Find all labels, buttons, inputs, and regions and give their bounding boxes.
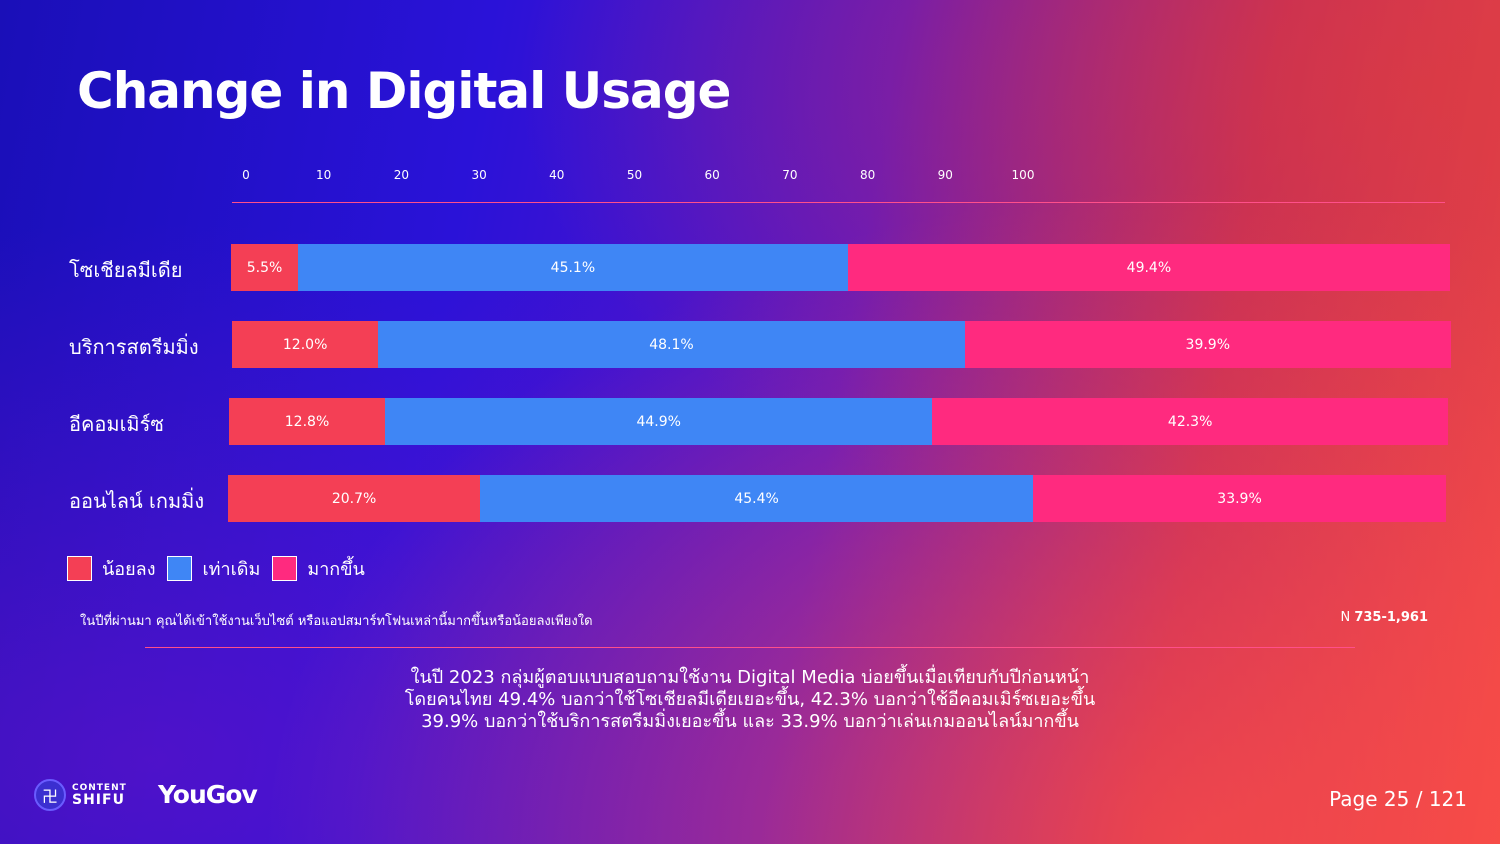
tick-label: 80 — [859, 168, 876, 182]
tick-label: 10 — [316, 168, 332, 182]
category-label: ออนไลน์ เกมมิ่ง — [69, 489, 205, 513]
divider — [145, 647, 1355, 648]
page-title: Change in Digital Usage — [77, 62, 731, 120]
bar-segment: 44.9% — [385, 398, 933, 445]
sample-prefix: N — [1340, 610, 1351, 625]
legend-item: น้อยลง — [67, 554, 155, 583]
legend-swatch — [272, 556, 298, 581]
legend-swatch — [167, 556, 193, 581]
category-label: อีคอมเมิร์ซ — [69, 412, 164, 436]
bar-segment: 12.8% — [229, 398, 386, 445]
bar-segment: 20.7% — [228, 475, 481, 522]
tick-label: 90 — [937, 168, 953, 182]
shifu-emblem-icon: 卍 — [34, 779, 66, 811]
tick-label: 60 — [704, 168, 720, 182]
bar-segment: 12.0% — [232, 321, 379, 368]
tick-label: 40 — [549, 168, 565, 182]
bar-row: ออนไลน์ เกมมิ่ง 20.7% 45.4% 33.9% — [0, 475, 1500, 522]
yougov-logo: YouGov — [158, 780, 258, 809]
sample-value: 735-1,961 — [1354, 610, 1428, 625]
legend-label: มากขึ้น — [307, 559, 365, 580]
bar-segment: 45.1% — [298, 244, 848, 291]
legend-swatch — [67, 556, 92, 581]
bar-segment: 45.4% — [480, 475, 1034, 522]
tick-label: 70 — [782, 168, 798, 182]
page-number: Page 25 / 121 — [1329, 787, 1467, 811]
tick-label: 20 — [393, 168, 410, 182]
tick-label: 30 — [471, 168, 487, 182]
content-shifu-logo: 卍 CONTENT SHIFU — [34, 779, 127, 811]
axis-line — [232, 202, 1445, 203]
bar-segment: 5.5% — [231, 244, 299, 291]
tick-label: 0 — [242, 168, 250, 182]
legend-label: น้อยลง — [102, 559, 156, 580]
legend-item: มากขึ้น — [272, 554, 365, 583]
summary: ในปี 2023 กลุ่มผู้ตอบแบบสอบถามใช้งาน Dig… — [300, 667, 1200, 733]
summary-line: 39.9% บอกว่าใช้บริการสตรีมมิ่งเยอะขึ้น แ… — [421, 711, 1079, 732]
bar-segment: 42.3% — [932, 398, 1448, 445]
legend-item: เท่าเดิม — [167, 554, 260, 583]
bar-row: โซเชียลมีเดีย 5.5% 45.1% 49.4% — [0, 244, 1500, 291]
bar-row: บริการสตรีมมิ่ง 12.0% 48.1% 39.9% — [0, 321, 1500, 368]
bar-segment: 39.9% — [964, 321, 1451, 368]
category-label: บริการสตรีมมิ่ง — [69, 335, 199, 359]
summary-line: ในปี 2023 กลุ่มผู้ตอบแบบสอบถามใช้งาน Dig… — [410, 667, 1090, 688]
tick-label: 50 — [626, 168, 643, 182]
legend-label: เท่าเดิม — [202, 559, 261, 580]
bar-segment: 49.4% — [847, 244, 1450, 291]
bar-row: อีคอมเมิร์ซ 12.8% 44.9% 42.3% — [0, 398, 1500, 445]
category-label: โซเชียลมีเดีย — [69, 258, 183, 282]
x-axis: 0 10 20 30 40 50 60 70 80 90 100 — [0, 168, 1500, 188]
survey-question: ในปีที่ผ่านมา คุณได้เข้าใช้งานเว็บไซต์ ห… — [80, 614, 593, 629]
sample-size: N 735-1,961 — [1340, 610, 1428, 625]
legend: น้อยลง เท่าเดิม มากขึ้น — [67, 554, 367, 583]
bar-segment: 33.9% — [1033, 475, 1446, 522]
summary-line: โดยคนไทย 49.4% บอกว่าใช้โซเชียลมีเดียเยอ… — [404, 689, 1096, 710]
logo-text: CONTENT — [72, 782, 127, 793]
tick-label: 100 — [1011, 168, 1035, 182]
logo-text: SHIFU — [72, 791, 125, 808]
bar-segment: 48.1% — [378, 321, 965, 368]
